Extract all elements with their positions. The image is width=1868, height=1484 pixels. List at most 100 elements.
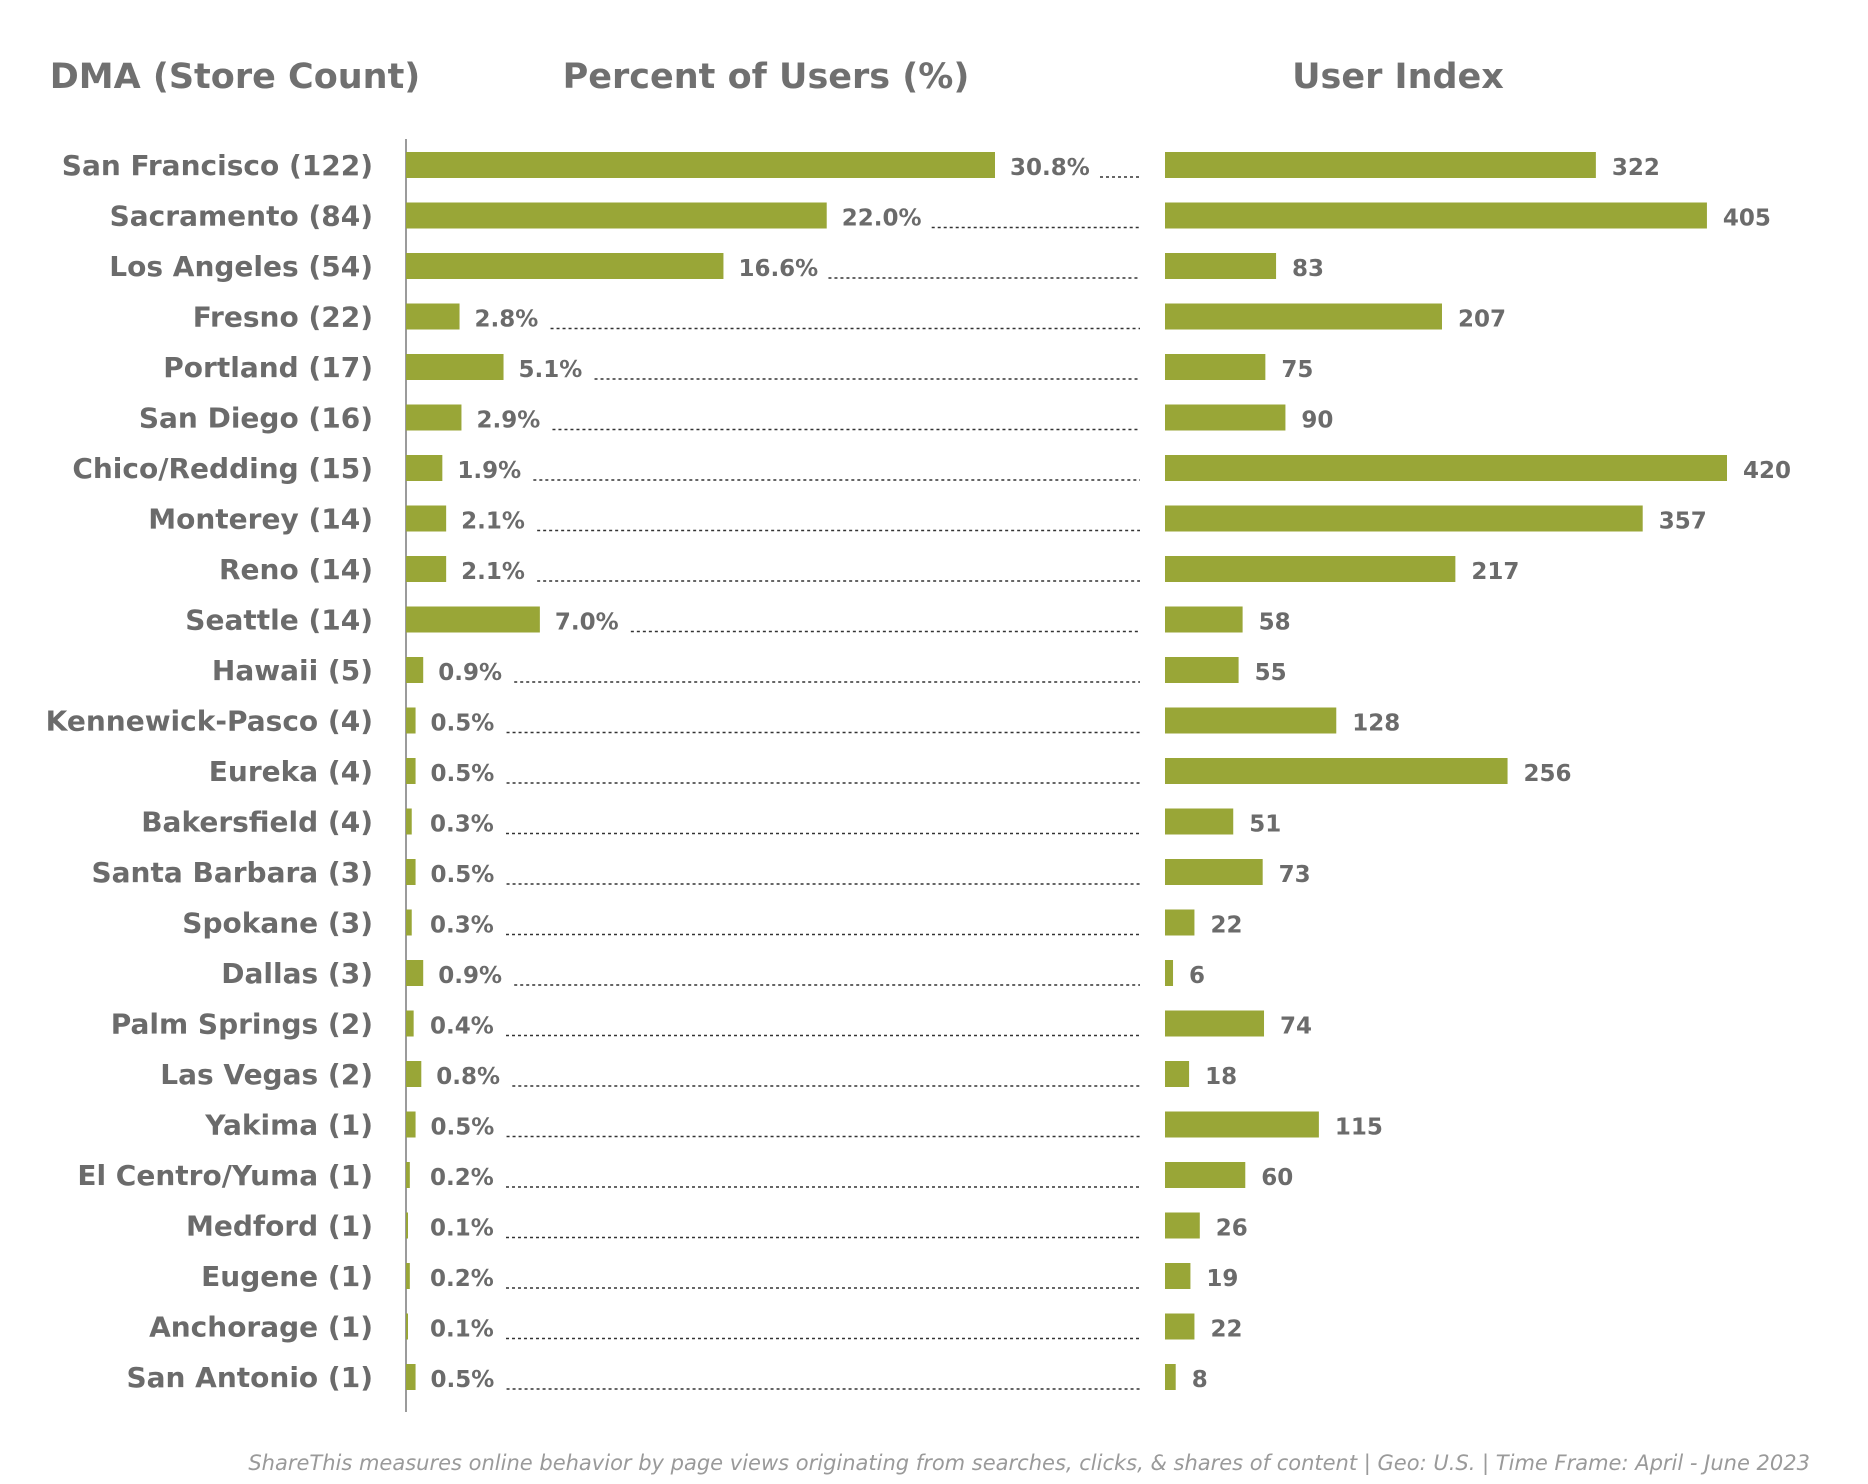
percent-bar	[406, 707, 416, 734]
percent-value-label: 7.0%	[555, 610, 619, 636]
percent-bar	[406, 909, 412, 936]
percent-bar	[406, 1061, 422, 1087]
percent-value-label: 2.1%	[461, 509, 525, 535]
category-label: Eureka (4)	[209, 755, 373, 788]
category-label: Sacramento (84)	[110, 200, 373, 233]
index-bar	[1165, 960, 1174, 986]
index-bar	[1165, 657, 1239, 683]
header-percent-of-users: Percent of Users (%)	[563, 57, 970, 97]
percent-bar	[406, 1212, 408, 1239]
percent-value-label: 2.1%	[461, 559, 525, 585]
index-bar	[1165, 808, 1234, 835]
percent-value-label: 0.9%	[438, 660, 502, 686]
index-value-label: 18	[1205, 1064, 1237, 1090]
index-bar	[1165, 253, 1277, 279]
index-bar	[1165, 152, 1596, 178]
category-label: Los Angeles (54)	[109, 250, 373, 283]
percent-value-label: 0.5%	[431, 761, 495, 787]
category-label: Eugene (1)	[201, 1260, 373, 1293]
percent-bar	[406, 303, 460, 330]
percent-bar	[406, 960, 424, 986]
category-label: Monterey (14)	[148, 503, 373, 536]
index-value-label: 51	[1249, 812, 1281, 838]
percent-bar	[406, 202, 827, 229]
percent-value-label: 22.0%	[842, 206, 922, 232]
percent-bar	[406, 1111, 416, 1138]
category-label: Portland (17)	[163, 351, 373, 384]
percent-value-label: 16.6%	[738, 256, 818, 282]
index-bar	[1165, 1111, 1319, 1138]
percent-value-label: 0.5%	[431, 711, 495, 737]
percent-bar	[406, 556, 447, 582]
index-value-label: 420	[1743, 458, 1791, 484]
index-bar	[1165, 556, 1456, 582]
percent-value-label: 2.9%	[476, 408, 540, 434]
category-label: Bakersfield (4)	[141, 806, 373, 839]
index-value-label: 58	[1259, 610, 1291, 636]
index-value-label: 60	[1261, 1165, 1293, 1191]
index-value-label: 26	[1216, 1216, 1248, 1242]
percent-value-label: 1.9%	[457, 458, 521, 484]
index-value-label: 55	[1255, 660, 1287, 686]
percent-value-label: 0.5%	[431, 1367, 495, 1393]
index-bar	[1165, 404, 1286, 431]
index-value-label: 73	[1279, 862, 1311, 888]
category-label: Fresno (22)	[193, 301, 373, 334]
index-value-label: 8	[1192, 1367, 1208, 1393]
category-label: Medford (1)	[186, 1210, 373, 1243]
percent-bar	[406, 1263, 410, 1289]
percent-bar	[406, 1162, 410, 1188]
percent-value-label: 0.1%	[430, 1216, 494, 1242]
index-bar	[1165, 1010, 1265, 1037]
index-value-label: 405	[1723, 206, 1771, 232]
percent-bar	[406, 354, 504, 380]
percent-bar	[406, 758, 416, 784]
category-label: Palm Springs (2)	[111, 1008, 373, 1041]
percent-bar	[406, 859, 416, 885]
category-label: Hawaii (5)	[212, 654, 373, 687]
chart-rows: San Francisco (122) 30.8% 322 Sacramento (8…	[46, 149, 1791, 1394]
percent-value-label: 0.3%	[430, 913, 494, 939]
percent-value-label: 30.8%	[1010, 155, 1090, 181]
index-value-label: 207	[1458, 307, 1506, 333]
index-value-label: 22	[1210, 1317, 1242, 1343]
percent-bar	[406, 1364, 416, 1390]
header-user-index: User Index	[1292, 57, 1504, 97]
percent-bar	[406, 606, 540, 633]
percent-value-label: 0.1%	[430, 1317, 494, 1343]
percent-bar	[406, 808, 412, 835]
index-bar	[1165, 1162, 1246, 1188]
percent-bar	[406, 1313, 408, 1340]
category-label: Chico/Redding (15)	[72, 452, 373, 485]
index-bar	[1165, 758, 1508, 784]
category-label: Santa Barbara (3)	[91, 856, 373, 889]
percent-value-label: 0.3%	[430, 812, 494, 838]
percent-value-label: 0.2%	[430, 1266, 494, 1292]
index-bar	[1165, 303, 1442, 330]
percent-bar	[406, 253, 724, 279]
percent-bar	[406, 152, 995, 178]
category-label: Anchorage (1)	[149, 1311, 373, 1344]
percent-value-label: 2.8%	[475, 307, 539, 333]
index-value-label: 128	[1352, 711, 1400, 737]
index-bar	[1165, 1061, 1190, 1087]
percent-bar	[406, 505, 447, 532]
index-bar	[1165, 1212, 1200, 1239]
category-label: El Centro/Yuma (1)	[77, 1159, 373, 1192]
index-value-label: 6	[1189, 963, 1205, 989]
header-dma: DMA (Store Count)	[50, 57, 421, 97]
percent-value-label: 0.2%	[430, 1165, 494, 1191]
index-bar	[1165, 455, 1727, 481]
category-label: Spokane (3)	[182, 907, 373, 940]
index-value-label: 217	[1471, 559, 1519, 585]
index-value-label: 322	[1612, 155, 1660, 181]
index-bar	[1165, 606, 1243, 633]
percent-value-label: 5.1%	[519, 357, 583, 383]
category-label: Kennewick-Pasco (4)	[46, 705, 373, 738]
index-bar	[1165, 707, 1337, 734]
percent-value-label: 0.5%	[431, 1115, 495, 1141]
index-bar	[1165, 1364, 1176, 1390]
category-label: Las Vegas (2)	[160, 1058, 373, 1091]
category-label: Dallas (3)	[221, 957, 373, 990]
category-label: Reno (14)	[219, 553, 373, 586]
